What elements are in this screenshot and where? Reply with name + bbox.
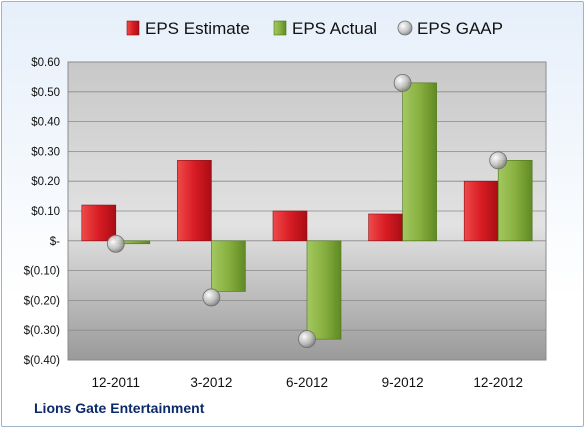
y-tick-label: $(0.30) [24, 325, 61, 337]
y-tick-label: $0.20 [31, 176, 60, 188]
gaap-marker [106, 234, 125, 253]
actual-bar [402, 82, 437, 242]
x-category-label: 12-2012 [473, 375, 523, 390]
legend-actual-swatch [273, 20, 287, 36]
y-tick-label: $(0.20) [24, 295, 61, 307]
y-tick-label: $0.30 [31, 146, 60, 158]
estimate-bar [368, 213, 403, 242]
plot-area: $0.60 $0.50 $0.40 $0.30 $0.20 $0.10 $- $(0.10) $… [24, 57, 547, 390]
legend-gaap-swatch [397, 20, 413, 36]
y-tick-label: $(0.40) [24, 355, 61, 367]
actual-bar [306, 240, 342, 340]
y-tick-label: $0.40 [31, 117, 60, 129]
company-name: Lions Gate Entertainment [34, 400, 205, 416]
x-category-label: 6-2012 [286, 375, 328, 390]
estimate-bar [272, 210, 308, 242]
legend-label: EPS GAAP [417, 19, 503, 38]
gaap-marker [393, 73, 412, 92]
estimate-bar [81, 204, 117, 242]
y-tick-label: $0.60 [31, 57, 60, 69]
gaap-marker [298, 330, 316, 349]
estimate-bar [177, 160, 212, 242]
actual-bar [211, 240, 246, 292]
legend-label: EPS Actual [292, 19, 377, 38]
y-tick-label: $- [50, 236, 60, 248]
legend-label: EPS Estimate [145, 19, 250, 38]
gaap-marker [202, 288, 221, 307]
actual-bar [497, 160, 533, 242]
y-tick-label: $0.50 [31, 87, 60, 99]
x-category-label: 9-2012 [382, 375, 424, 390]
x-category-label: 3-2012 [190, 375, 232, 390]
legend: EPS Estimate EPS Actual EPS GAAP [126, 19, 503, 38]
gaap-marker [489, 151, 508, 170]
estimate-bar [463, 180, 499, 242]
x-category-label: 12-2011 [92, 375, 141, 390]
y-tick-label: $(0.10) [24, 266, 61, 278]
legend-estimate-swatch [126, 20, 140, 36]
y-tick-label: $0.10 [31, 206, 60, 218]
